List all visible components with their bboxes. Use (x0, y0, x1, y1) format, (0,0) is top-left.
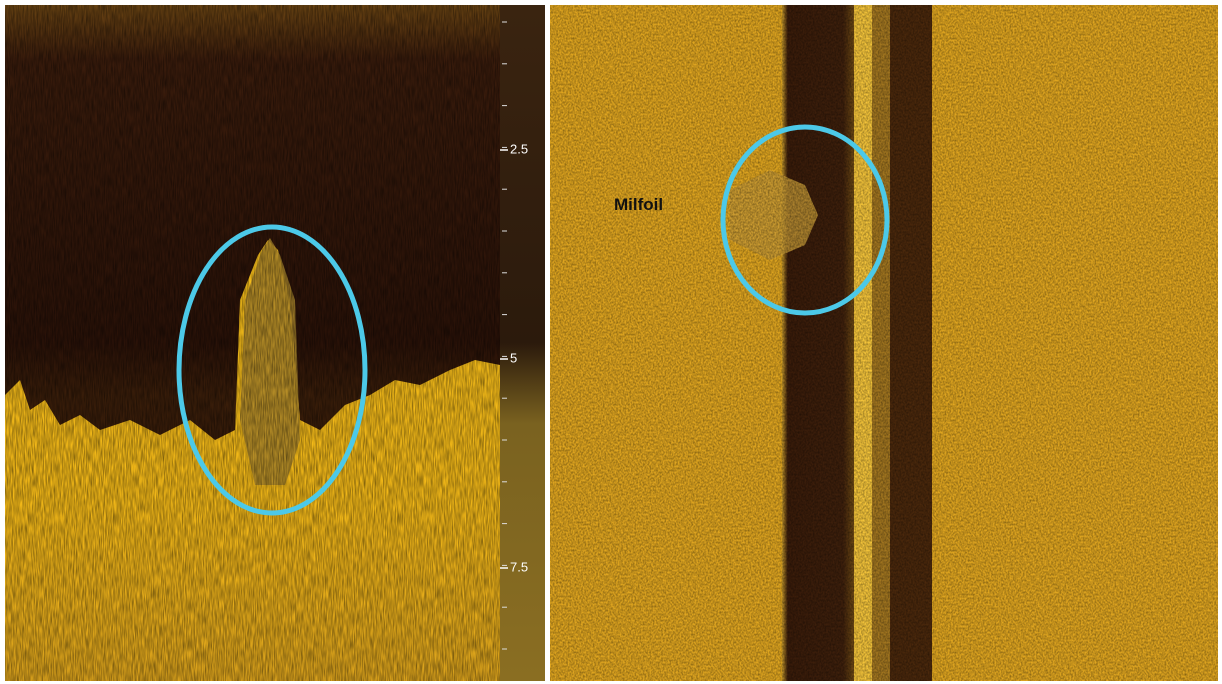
texture (550, 5, 1218, 681)
tick-label: 5 (510, 350, 517, 365)
texture (5, 5, 500, 681)
tick-label: 2.5 (510, 141, 528, 156)
sonar-screenshot: 2.5 5 7.5 Milfoil (0, 0, 1222, 684)
depth-scale (500, 5, 545, 681)
milfoil-label: Milfoil (614, 195, 663, 214)
page: 2.557.5 Milfoil (() => { const data = JS… (0, 0, 1222, 684)
divider (545, 0, 550, 684)
tick-label: 7.5 (510, 559, 528, 574)
